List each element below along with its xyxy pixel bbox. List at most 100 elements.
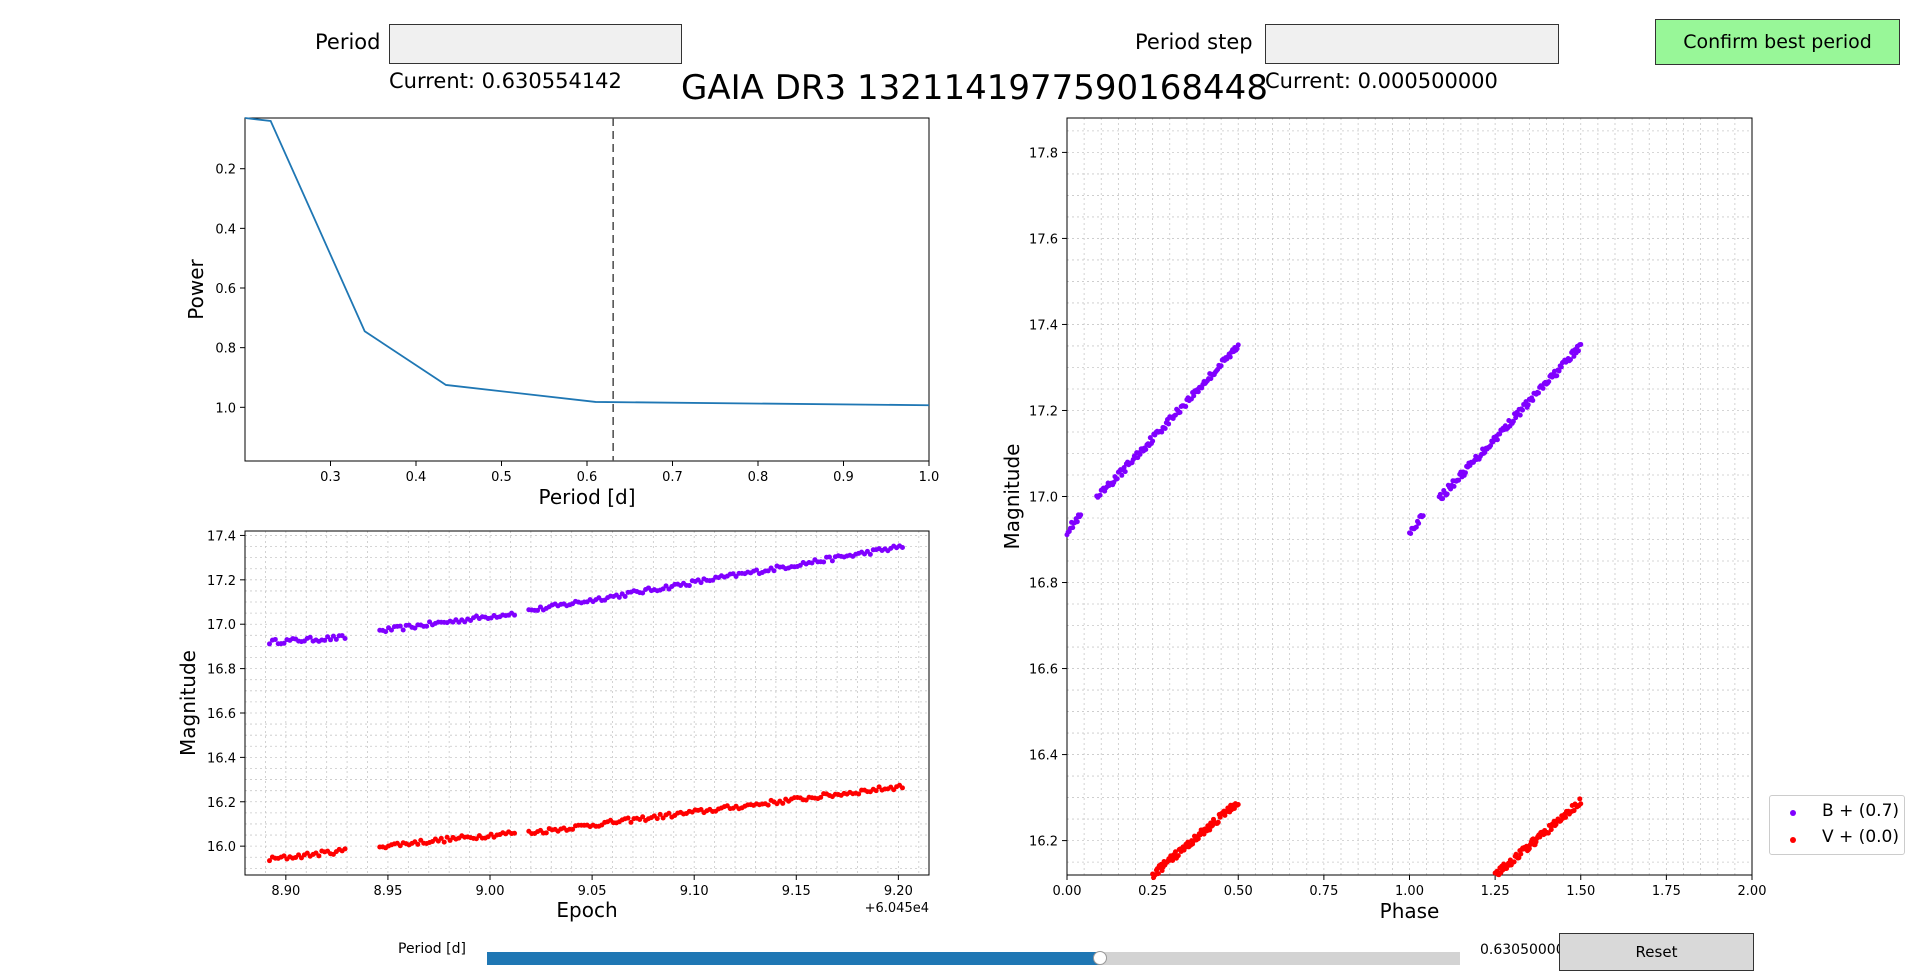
phased-point-B (1530, 397, 1536, 403)
phased-point-B (1408, 530, 1414, 536)
phased-point-B (1074, 519, 1080, 525)
phased-point-V (1578, 801, 1584, 807)
phased-point-V (1577, 796, 1583, 802)
phased-point-B (1578, 341, 1584, 347)
data-point-B (397, 623, 403, 629)
y-tick-label: 17.2 (1029, 404, 1058, 419)
y-tick-label: 16.4 (207, 751, 236, 766)
data-point-V (818, 794, 824, 800)
data-point-V (512, 830, 518, 836)
data-point-B (267, 641, 273, 647)
phased-point-V (1516, 855, 1522, 861)
period-input[interactable] (389, 24, 682, 64)
phased-point-V (1215, 819, 1221, 825)
phased-point-B (1195, 389, 1201, 395)
phased-point-V (1526, 846, 1532, 852)
data-point-B (307, 634, 313, 640)
phased-point-B (1114, 476, 1120, 482)
x-tick-label: 0.50 (1224, 884, 1253, 899)
phased-point-B (1234, 346, 1240, 352)
data-point-B (616, 594, 622, 600)
phased-plot: 0.00 0.25 0.50 0.75 1.00 1.25 1.50 1.75 2.00 16.2… (1000, 117, 1766, 923)
data-point-V (281, 853, 287, 859)
data-point-B (686, 583, 692, 589)
data-point-V (316, 853, 322, 859)
data-point-V (899, 785, 905, 791)
phased-point-B (1119, 472, 1125, 478)
phased-point-B (1121, 464, 1127, 470)
data-point-V (444, 834, 450, 840)
data-point-B (867, 551, 873, 557)
phased-point-B (1517, 412, 1523, 418)
y-tick-label: 17.4 (1029, 318, 1058, 333)
data-point-B (809, 560, 815, 566)
x-tick-label: 0.6 (577, 470, 598, 485)
data-point-V (441, 839, 447, 845)
phased-point-V (1231, 806, 1237, 812)
data-point-V (873, 788, 879, 794)
data-point-V (473, 836, 479, 842)
x-tick-label: 9.00 (476, 884, 505, 899)
data-point-B (899, 544, 905, 550)
data-point-B (698, 580, 704, 586)
phased-point-B (1416, 520, 1422, 526)
data-point-V (657, 811, 663, 817)
data-point-V (765, 802, 771, 808)
x-tick-label: 0.5 (491, 470, 512, 485)
phased-point-B (1510, 418, 1516, 424)
y-tick-label: 16.6 (207, 707, 236, 722)
y-tick-label: 0.2 (215, 163, 236, 178)
legend-v-label: V + (0.0) (1822, 827, 1899, 847)
phased-point-B (1162, 425, 1168, 431)
phased-point-B (1575, 348, 1581, 354)
phased-point-V (1511, 859, 1517, 865)
phased-point-B (1536, 390, 1542, 396)
phased-point-B (1097, 492, 1103, 498)
phased-point-B (1440, 496, 1446, 502)
phased-point-V (1571, 808, 1577, 814)
y-tick-label: 17.2 (207, 574, 236, 589)
reset-button[interactable]: Reset (1559, 933, 1754, 971)
data-point-V (438, 835, 444, 841)
phased-point-B (1177, 409, 1183, 415)
phased-point-B (1558, 364, 1564, 370)
y-tick-label: 16.8 (1029, 577, 1058, 592)
data-point-B (829, 558, 835, 564)
phased-point-B (1235, 342, 1241, 348)
phased-point-B (1420, 513, 1426, 519)
data-point-B (622, 594, 628, 600)
x-tick-label: 0.8 (748, 470, 769, 485)
lightcurve-plot: 8.90 8.95 9.00 9.05 9.10 9.15 9.20 16.0 16.2 16.4… (176, 529, 930, 922)
phased-point-B (1413, 524, 1419, 530)
phased-point-B (1070, 525, 1076, 531)
period-step-input[interactable] (1265, 24, 1559, 64)
phased-point-B (1520, 407, 1526, 413)
data-point-V (640, 814, 646, 820)
confirm-best-period-button[interactable]: Confirm best period (1655, 19, 1900, 65)
data-point-B (322, 637, 328, 643)
y-tick-label: 17.6 (1029, 232, 1058, 247)
data-point-V (628, 819, 634, 825)
y-tick-label: 17.4 (207, 529, 236, 544)
x-tick-label: 1.25 (1481, 884, 1510, 899)
y-axis-label: Power (184, 258, 208, 319)
phased-point-B (1078, 512, 1084, 518)
x-tick-label: 9.15 (782, 884, 811, 899)
plot-frame (1066, 117, 1753, 876)
data-point-B (512, 612, 518, 618)
phased-point-B (1437, 491, 1443, 497)
period-slider-handle[interactable] (1092, 951, 1107, 965)
data-point-B (383, 629, 389, 635)
data-point-V (856, 791, 862, 797)
data-point-B (388, 627, 394, 633)
phased-point-B (1191, 393, 1197, 399)
phased-point-B (1218, 363, 1224, 369)
y-tick-label: 16.6 (1029, 663, 1058, 678)
phased-point-V (1533, 839, 1539, 845)
data-point-B (328, 637, 334, 643)
phased-point-B (1143, 447, 1149, 453)
data-point-V (304, 850, 310, 856)
y-axis-label: Magnitude (176, 650, 200, 756)
x-tick-label: 1.0 (919, 470, 940, 485)
plot-frame (244, 117, 930, 462)
